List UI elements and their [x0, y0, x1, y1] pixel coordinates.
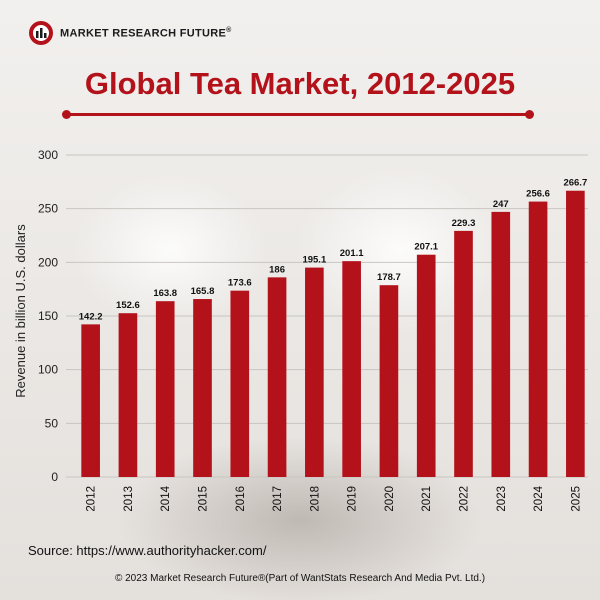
x-tick-label: 2020	[384, 486, 396, 512]
x-tick-label: 2018	[309, 486, 321, 512]
x-tick-label: 2012	[86, 486, 98, 512]
x-tick-label: 2025	[570, 486, 582, 512]
bar-2017	[267, 277, 287, 477]
x-tick-label: 2023	[496, 486, 508, 512]
source-note: Source: https://www.authorityhacker.com/	[28, 543, 267, 558]
y-tick-label: 100	[38, 363, 58, 377]
data-label: 201.1	[340, 248, 364, 259]
bar-2022	[454, 230, 473, 477]
data-label: 247	[493, 199, 509, 210]
bar-2024	[528, 201, 548, 477]
data-label: 207.1	[414, 242, 438, 253]
x-tick-label: 2014	[160, 485, 172, 511]
bar-2016	[230, 290, 250, 477]
bar-2014	[155, 301, 175, 477]
brand-name: MARKET RESEARCH FUTURE®	[60, 26, 232, 40]
data-label: 163.8	[153, 288, 177, 299]
bar-2023	[491, 211, 511, 478]
chart-title: Global Tea Market, 2012-2025	[84, 66, 516, 101]
data-label: 195.1	[302, 255, 326, 266]
x-tick-label: 2022	[459, 486, 471, 512]
x-tick-label: 2019	[347, 486, 359, 512]
y-tick-label: 0	[51, 470, 58, 484]
bar-2021	[416, 254, 436, 477]
y-tick-label: 250	[38, 202, 58, 216]
x-tick-label: 2024	[533, 485, 545, 511]
x-tick-label: 2016	[235, 486, 247, 512]
data-label: 186	[269, 264, 285, 275]
data-label: 165.8	[191, 286, 215, 297]
x-tick-label: 2021	[421, 486, 433, 512]
y-axis-label: Revenue in billion U.S. dollars	[13, 224, 28, 398]
bar-2012	[81, 324, 100, 477]
y-tick-label: 200	[38, 255, 58, 269]
bar-2025	[566, 190, 585, 477]
data-label: 256.6	[526, 189, 550, 200]
data-label: 229.3	[452, 218, 476, 229]
x-tick-label: 2013	[123, 486, 135, 512]
data-label: 152.6	[116, 300, 140, 311]
bar-2018	[305, 267, 324, 477]
data-label: 173.6	[228, 278, 252, 289]
bar-2020	[379, 285, 399, 477]
data-label: 266.7	[563, 178, 587, 189]
title-underline	[62, 110, 534, 119]
y-tick-label: 150	[38, 309, 58, 323]
bar-2015	[193, 299, 212, 477]
bar-2013	[118, 313, 138, 477]
data-label: 178.7	[377, 272, 401, 283]
copyright-footer: © 2023 Market Research Future®(Part of W…	[114, 573, 486, 584]
x-tick-label: 2017	[272, 486, 284, 512]
mrf-logo-icon	[29, 21, 53, 45]
y-tick-label: 50	[45, 416, 59, 430]
brand-logo: MARKET RESEARCH FUTURE®	[28, 16, 232, 50]
x-tick-label: 2015	[198, 486, 210, 512]
bar-2019	[342, 261, 361, 477]
data-label: 142.2	[79, 311, 103, 322]
y-tick-label: 300	[38, 148, 58, 162]
